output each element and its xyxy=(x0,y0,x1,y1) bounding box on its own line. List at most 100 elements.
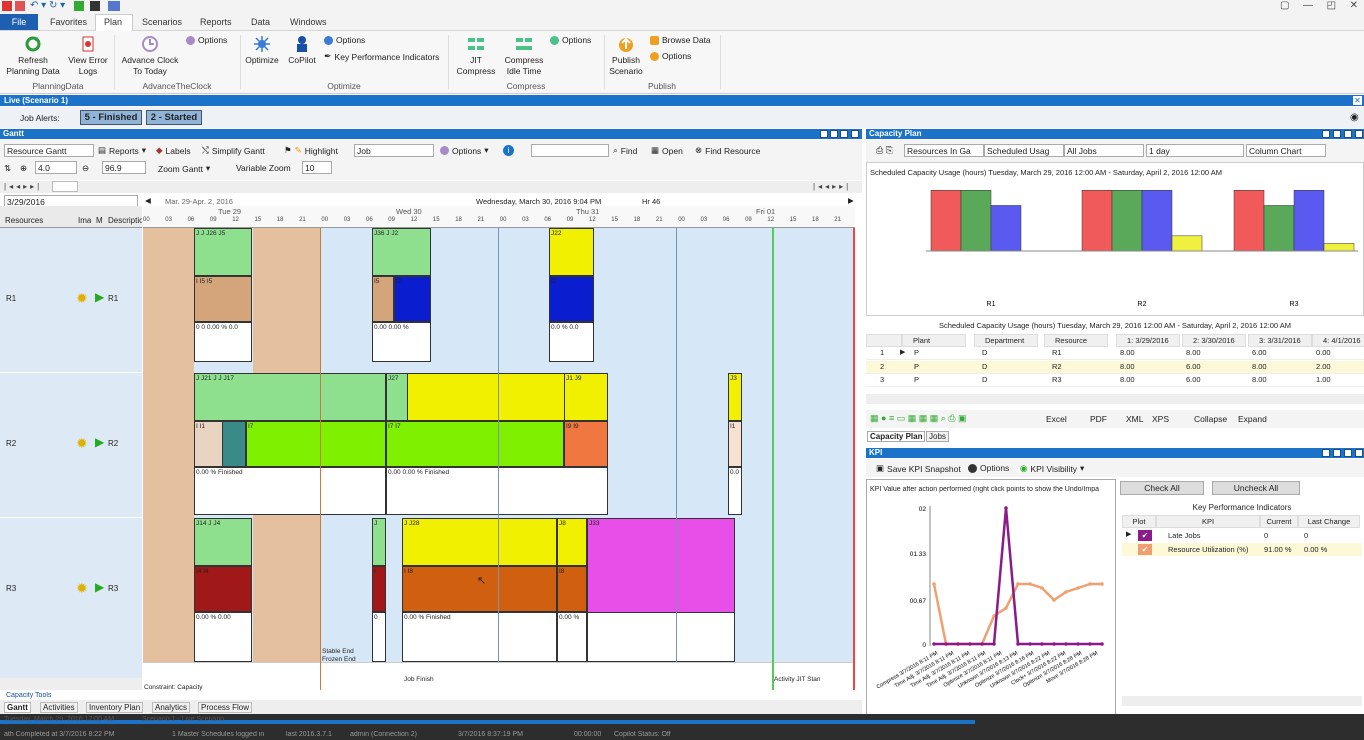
kpi-plot-checkbox[interactable]: ✔ xyxy=(1138,530,1152,541)
kpi-scrollbar[interactable] xyxy=(1122,696,1362,706)
optimize-options-button[interactable]: Options xyxy=(324,35,365,45)
col-resources[interactable]: Resources xyxy=(5,216,44,225)
resource-name[interactable]: R3 xyxy=(6,584,17,593)
panel-close-icon[interactable] xyxy=(1355,130,1363,138)
kpi-point[interactable] xyxy=(1028,642,1032,646)
zoom-gantt-select[interactable]: Zoom Gantt ▾ xyxy=(158,163,211,174)
refresh-planning-data-button[interactable]: Refresh Planning Data xyxy=(6,35,60,77)
kpi-point[interactable] xyxy=(980,642,984,646)
gantt-bar[interactable]: I5 xyxy=(372,276,394,322)
panel-float-icon[interactable] xyxy=(1344,130,1352,138)
table-row[interactable] xyxy=(866,347,1364,360)
kpi-point[interactable] xyxy=(1064,590,1068,594)
table-header[interactable]: Plant xyxy=(902,334,966,347)
panel-float-icon[interactable] xyxy=(1333,449,1341,457)
tab-analytics[interactable]: Analytics xyxy=(152,702,191,713)
panel-float-icon[interactable] xyxy=(1333,130,1341,138)
export-excel-button[interactable]: Excel xyxy=(1046,414,1067,424)
kpi-point[interactable] xyxy=(1100,582,1104,586)
menu-file[interactable]: File xyxy=(0,14,38,30)
variable-zoom-input[interactable]: 10 xyxy=(302,161,332,174)
gantt-bar[interactable] xyxy=(222,421,246,467)
open-button[interactable]: ▦ Open xyxy=(651,145,683,156)
gantt-bar[interactable]: J27 xyxy=(386,373,408,421)
tab-inventory-plan[interactable]: Inventory Plan xyxy=(86,702,144,713)
kpi-point[interactable] xyxy=(1088,582,1092,586)
gantt-bar[interactable]: I2 xyxy=(549,276,594,322)
record-index[interactable] xyxy=(52,181,78,192)
kpi-point[interactable] xyxy=(1040,586,1044,590)
kpi-point[interactable] xyxy=(932,582,936,586)
zoom-fit-icon[interactable]: ⇅ xyxy=(4,163,12,173)
finished-alert-button[interactable]: 5 - Finished xyxy=(80,110,142,125)
col-m[interactable]: M xyxy=(96,216,103,225)
menu-data[interactable]: Data xyxy=(251,17,271,27)
kpi-point[interactable] xyxy=(1040,642,1044,646)
kpi-point[interactable] xyxy=(992,642,996,646)
menu-windows[interactable]: Windows xyxy=(290,17,327,27)
gantt-view-select[interactable]: Resource Gantt xyxy=(4,144,94,157)
table-header[interactable]: 2: 3/30/2016 xyxy=(1182,334,1246,347)
table-header[interactable]: 3: 3/31/2016 xyxy=(1248,334,1312,347)
kpi-point[interactable] xyxy=(1016,582,1020,586)
undo-icon[interactable]: ↶ ▾ ↻ ▾ xyxy=(30,0,66,11)
minimize-icon[interactable]: — xyxy=(1303,0,1314,11)
tab-gantt[interactable]: Gantt xyxy=(4,702,31,713)
capacity-bucket-select[interactable]: 1 day xyxy=(1146,144,1244,157)
kpi-table-header[interactable]: KPI xyxy=(1156,515,1260,528)
advance-options-button[interactable]: Options xyxy=(186,35,227,45)
gantt-bar[interactable]: J22 xyxy=(549,228,594,276)
gantt-bar[interactable]: J J28 xyxy=(402,518,557,566)
gantt-bar[interactable]: J1 J9 xyxy=(564,373,608,421)
tab-activities[interactable]: Activities xyxy=(40,702,78,713)
gantt-bar[interactable]: I1 xyxy=(728,421,742,467)
table-header[interactable]: Resource xyxy=(1044,334,1108,347)
panel-close-icon[interactable] xyxy=(851,130,859,138)
resource-play-icon[interactable]: ▶ xyxy=(95,580,105,594)
kpi-visibility-button[interactable]: ◉ KPI Visibility ▾ xyxy=(1020,463,1085,474)
table-row[interactable] xyxy=(866,374,1364,387)
highlight-select[interactable]: Job xyxy=(354,144,434,157)
gantt-bar[interactable]: 0.00 % 0.00 xyxy=(194,612,252,662)
menu-favorites[interactable]: Favorites xyxy=(50,17,88,27)
close-icon[interactable]: ✕ xyxy=(1349,0,1358,11)
tab-process-flow[interactable]: Process Flow xyxy=(198,702,253,713)
gantt-bar[interactable]: J36 J J2 xyxy=(372,228,431,276)
record-navigator[interactable]: |◂◂▸▸| xyxy=(4,182,43,191)
gantt-bar[interactable]: 0.00 % xyxy=(557,612,587,662)
panel-close-icon[interactable] xyxy=(1355,449,1363,457)
highlight-button[interactable]: ⚑ ✎ Highlight xyxy=(284,145,338,156)
gantt-bar[interactable]: 0.00 % Finished xyxy=(402,612,557,662)
panel-float-icon[interactable] xyxy=(840,130,848,138)
gantt-bar[interactable]: J14 J J4 xyxy=(194,518,252,566)
capacity-jobs-select[interactable]: All Jobs xyxy=(1064,144,1144,157)
kpi-point[interactable] xyxy=(932,642,936,646)
export-pdf-button[interactable]: PDF xyxy=(1090,414,1107,424)
compress-idle-time-button[interactable]: Compress Idle Time xyxy=(502,35,546,77)
kpi-point[interactable] xyxy=(1004,506,1008,510)
tool-icon[interactable] xyxy=(74,1,84,11)
late-jobs-line[interactable] xyxy=(934,507,1102,646)
tab-jobs[interactable]: Jobs xyxy=(926,431,949,442)
gantt-bar[interactable]: J33 xyxy=(587,518,735,613)
gantt-bar[interactable] xyxy=(587,612,735,662)
export-xml-button[interactable]: XML xyxy=(1126,414,1144,424)
resource-name[interactable]: R1 xyxy=(6,294,17,303)
kpi-point[interactable] xyxy=(944,642,948,646)
settings-icon[interactable] xyxy=(90,1,100,11)
resource-play-icon[interactable]: ▶ xyxy=(95,435,105,449)
kpi-point[interactable] xyxy=(1052,642,1056,646)
print-icon[interactable]: ⎙ ⎘ xyxy=(876,145,893,155)
gantt-bar[interactable]: 0.0 xyxy=(728,467,742,515)
jit-compress-button[interactable]: JIT Compress xyxy=(454,35,498,77)
kpi-point[interactable] xyxy=(1052,598,1056,602)
gantt-bar[interactable]: I7 I7 xyxy=(386,421,564,467)
gantt-bar[interactable]: I xyxy=(372,566,386,612)
menu-plan[interactable]: Plan xyxy=(104,17,123,27)
search-input[interactable] xyxy=(531,144,609,157)
export-icons[interactable]: ▦ ● ≡ ▭ ▦ ▦ ▦ ⌕ ⎙ ▣ xyxy=(870,413,967,423)
gantt-prev[interactable]: ◀ xyxy=(145,196,151,205)
gantt-bar[interactable]: J J J26 J5 xyxy=(194,228,252,276)
tab-capacity-plan[interactable]: Capacity Plan xyxy=(867,431,926,442)
optimize-button[interactable]: Optimize xyxy=(244,35,280,66)
